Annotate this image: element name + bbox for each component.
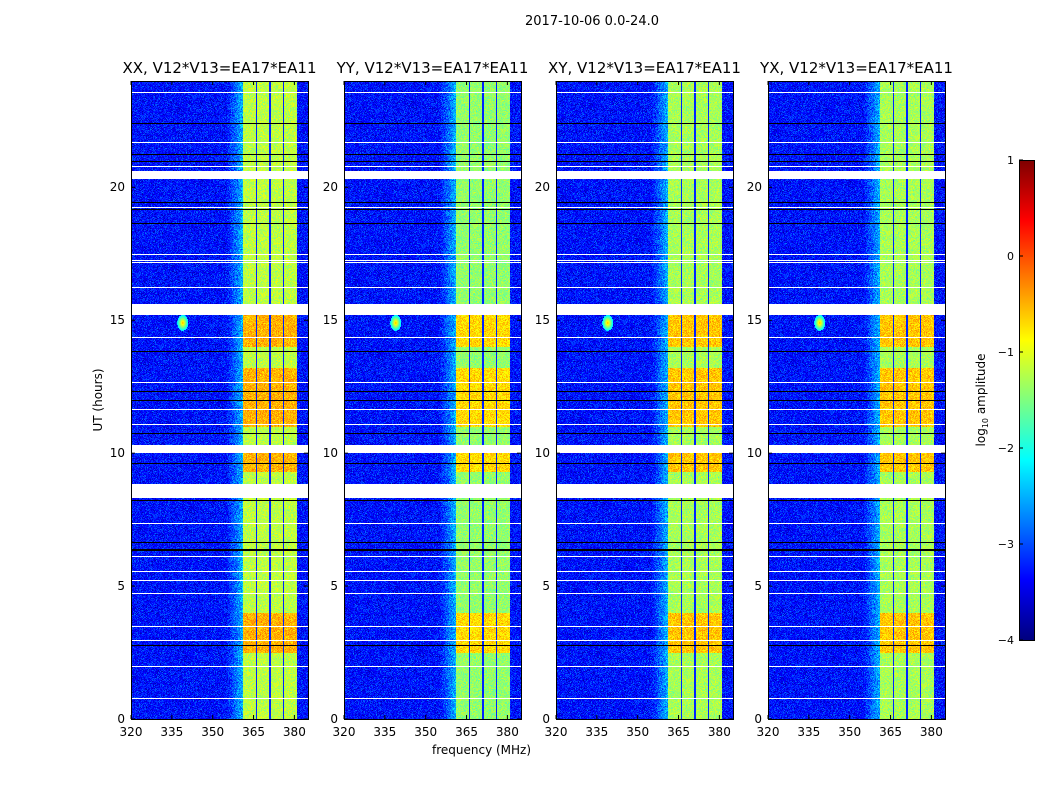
x-tick-label: 380 <box>495 725 519 739</box>
x-tick-label: 320 <box>119 725 143 739</box>
x-axis-label: frequency (MHz) <box>432 743 532 757</box>
colorbar-tick-label: −3 <box>997 538 1014 551</box>
heatmap-xy <box>556 81 733 719</box>
figure-title: 2017-10-06 0.0-24.0 <box>525 14 659 29</box>
y-tick-label: 0 <box>330 712 338 726</box>
x-tick-label: 350 <box>838 725 862 739</box>
x-tick-label: 335 <box>373 725 397 739</box>
y-tick-label: 0 <box>542 712 550 726</box>
x-tick-label: 320 <box>544 725 568 739</box>
panel-frame <box>131 81 309 720</box>
panel-title: XY, V12*V13=EA17*EA11 <box>548 59 741 77</box>
x-tick-label: 350 <box>201 725 225 739</box>
y-tick-label: 5 <box>117 579 125 594</box>
y-tick-label: 15 <box>109 313 125 328</box>
y-tick-label: 0 <box>117 712 125 726</box>
y-tick-label: 15 <box>746 313 762 328</box>
colorbar-frame <box>1019 160 1035 641</box>
y-tick-label: 10 <box>322 446 338 461</box>
x-tick-label: 365 <box>667 725 690 739</box>
x-tick-label: 350 <box>414 725 438 739</box>
x-tick-label: 365 <box>242 725 265 739</box>
colorbar-tick-label: 0 <box>1007 250 1014 263</box>
y-tick-label: 20 <box>534 180 550 195</box>
panel-title: YY, V12*V13=EA17*EA11 <box>336 59 529 77</box>
y-tick-label: 0 <box>754 712 762 726</box>
colorbar <box>1019 160 1034 640</box>
x-tick-label: 350 <box>626 725 650 739</box>
x-tick-label: 365 <box>455 725 478 739</box>
colorbar-tick-label: −2 <box>997 442 1014 455</box>
x-tick-label: 365 <box>879 725 902 739</box>
y-tick-label: 15 <box>534 313 550 328</box>
x-tick-label: 335 <box>797 725 821 739</box>
heatmap-yx <box>768 81 945 719</box>
x-tick-label: 335 <box>585 725 609 739</box>
y-tick-label: 5 <box>542 579 550 594</box>
panel-title: XX, V12*V13=EA17*EA11 <box>122 59 317 77</box>
panel-frame <box>344 81 522 720</box>
colorbar-tick-label: −1 <box>997 346 1014 359</box>
x-tick-label: 380 <box>707 725 731 739</box>
panel-title: YX, V12*V13=EA17*EA11 <box>760 59 953 77</box>
y-tick-label: 10 <box>534 446 550 461</box>
y-tick-label: 20 <box>746 180 762 195</box>
y-tick-label: 15 <box>322 313 338 328</box>
colorbar-tick-label: 1 <box>1007 154 1014 167</box>
y-tick-label: 5 <box>330 579 338 594</box>
y-tick-label: 20 <box>109 180 125 195</box>
x-tick-label: 320 <box>756 725 780 739</box>
panel-frame <box>556 81 734 720</box>
y-tick-label: 20 <box>322 180 338 195</box>
x-tick-label: 380 <box>919 725 943 739</box>
y-tick-label: 10 <box>746 446 762 461</box>
y-tick-label: 5 <box>754 579 762 594</box>
heatmap-xx <box>131 81 308 719</box>
panel-frame <box>768 81 946 720</box>
x-tick-label: 320 <box>332 725 356 739</box>
heatmap-yy <box>344 81 521 719</box>
y-tick-label: 10 <box>109 446 125 461</box>
x-tick-label: 380 <box>282 725 306 739</box>
x-tick-label: 335 <box>160 725 184 739</box>
colorbar-tick-label: −4 <box>997 634 1014 647</box>
